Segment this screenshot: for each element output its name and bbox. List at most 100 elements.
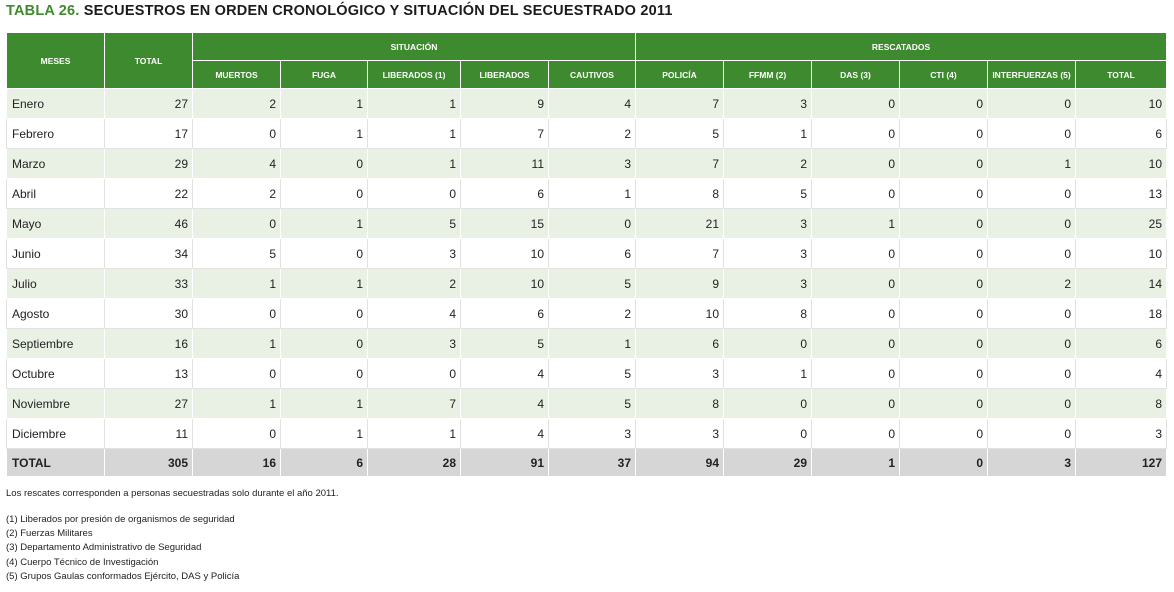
value-cell: 18 bbox=[1075, 298, 1168, 329]
value-cell: 0 bbox=[987, 118, 1077, 149]
header-fuga: FUGA bbox=[280, 60, 368, 89]
value-cell: 29 bbox=[104, 148, 193, 179]
value-cell: 6 bbox=[1075, 118, 1168, 149]
value-cell: 1 bbox=[811, 448, 901, 477]
value-cell: 1 bbox=[367, 88, 461, 119]
value-cell: 5 bbox=[635, 118, 725, 149]
value-cell: 5 bbox=[192, 238, 281, 269]
value-cell: 1 bbox=[280, 418, 368, 449]
value-cell: 0 bbox=[192, 418, 281, 449]
value-cell: 1 bbox=[367, 418, 461, 449]
value-cell: 4 bbox=[460, 358, 549, 389]
value-cell: 0 bbox=[899, 418, 989, 449]
value-cell: 16 bbox=[104, 328, 193, 359]
value-cell: 30 bbox=[104, 298, 193, 329]
value-cell: 29 bbox=[723, 448, 813, 477]
header-muertos: MUERTOS bbox=[192, 60, 281, 89]
header-ffmm: FFMM (2) bbox=[723, 60, 813, 89]
value-cell: 17 bbox=[104, 118, 193, 149]
footnote-2: (2) Fuerzas Militares bbox=[6, 528, 93, 540]
value-cell: 3 bbox=[1075, 418, 1168, 449]
value-cell: 6 bbox=[635, 328, 725, 359]
value-cell: 0 bbox=[723, 388, 813, 419]
month-cell: Marzo bbox=[6, 148, 105, 179]
header-liberados: LIBERADOS bbox=[460, 60, 549, 89]
footnote-5: (5) Grupos Gaulas conformados Ejército, … bbox=[6, 570, 240, 582]
value-cell: 0 bbox=[811, 298, 901, 329]
value-cell: 3 bbox=[547, 418, 637, 449]
value-cell: 305 bbox=[104, 448, 193, 477]
value-cell: 8 bbox=[723, 298, 813, 329]
value-cell: 0 bbox=[987, 388, 1077, 419]
value-cell: 2 bbox=[192, 178, 281, 209]
table-row: Noviembre 27 1 1 7 4 5 8 0 0 0 0 8 bbox=[6, 388, 1168, 419]
value-cell: 1 bbox=[280, 268, 368, 299]
value-cell: 6 bbox=[1075, 328, 1168, 359]
table-row: Octubre 13 0 0 0 4 5 3 1 0 0 0 4 bbox=[6, 358, 1168, 389]
value-cell: 2 bbox=[547, 298, 637, 329]
table-number: TABLA 26. bbox=[6, 3, 80, 19]
value-cell: 9 bbox=[460, 88, 549, 119]
value-cell: 0 bbox=[899, 448, 989, 477]
table-row: Julio 33 1 1 2 10 5 9 3 0 0 2 14 bbox=[6, 268, 1168, 299]
value-cell: 13 bbox=[104, 358, 193, 389]
header-cti: CTI (4) bbox=[899, 60, 989, 89]
value-cell: 0 bbox=[280, 328, 368, 359]
value-cell: 10 bbox=[460, 268, 549, 299]
month-cell: Diciembre bbox=[6, 418, 105, 449]
value-cell: 3 bbox=[723, 208, 813, 239]
table-row: Diciembre 11 0 1 1 4 3 3 0 0 0 0 3 bbox=[6, 418, 1168, 449]
value-cell: 1 bbox=[811, 208, 901, 239]
value-cell: 5 bbox=[547, 358, 637, 389]
value-cell: 10 bbox=[1075, 88, 1168, 119]
value-cell: 0 bbox=[811, 328, 901, 359]
value-cell: 0 bbox=[987, 328, 1077, 359]
value-cell: 91 bbox=[460, 448, 549, 477]
value-cell: 0 bbox=[987, 298, 1077, 329]
value-cell: 11 bbox=[104, 418, 193, 449]
value-cell: 1 bbox=[192, 268, 281, 299]
value-cell: 4 bbox=[547, 88, 637, 119]
value-cell: 1 bbox=[547, 328, 637, 359]
month-cell: Mayo bbox=[6, 208, 105, 239]
header-situacion: SITUACIÓN bbox=[191, 32, 637, 61]
header-total-rescatados: TOTAL bbox=[1075, 60, 1168, 89]
value-cell: 6 bbox=[280, 448, 368, 477]
value-cell: 0 bbox=[899, 148, 989, 179]
header-row-sub: MUERTOS FUGA LIBERADOS (1) LIBERADOS CAU… bbox=[7, 60, 1168, 89]
value-cell: 0 bbox=[811, 118, 901, 149]
value-cell: 5 bbox=[547, 388, 637, 419]
value-cell: 16 bbox=[192, 448, 281, 477]
value-cell: 28 bbox=[367, 448, 461, 477]
value-cell: 3 bbox=[635, 358, 725, 389]
value-cell: 1 bbox=[987, 148, 1077, 179]
table-row: Septiembre 16 1 0 3 5 1 6 0 0 0 0 6 bbox=[6, 328, 1168, 359]
table-row: Mayo 46 0 1 5 15 0 21 3 1 0 0 25 bbox=[6, 208, 1168, 239]
value-cell: 6 bbox=[460, 298, 549, 329]
kidnapping-table: MESES TOTAL SITUACIÓN RESCATADOS MUERTOS… bbox=[6, 32, 1168, 477]
value-cell: 4 bbox=[192, 148, 281, 179]
value-cell: 0 bbox=[192, 208, 281, 239]
value-cell: 0 bbox=[899, 208, 989, 239]
value-cell: 7 bbox=[635, 148, 725, 179]
value-cell: 6 bbox=[547, 238, 637, 269]
value-cell: 0 bbox=[192, 118, 281, 149]
value-cell: 5 bbox=[460, 328, 549, 359]
value-cell: 0 bbox=[987, 238, 1077, 269]
value-cell: 0 bbox=[192, 298, 281, 329]
value-cell: 94 bbox=[635, 448, 725, 477]
value-cell: 2 bbox=[192, 88, 281, 119]
value-cell: 34 bbox=[104, 238, 193, 269]
value-cell: 21 bbox=[635, 208, 725, 239]
value-cell: 5 bbox=[723, 178, 813, 209]
value-cell: 0 bbox=[367, 358, 461, 389]
value-cell: 127 bbox=[1075, 448, 1168, 477]
month-cell: Enero bbox=[6, 88, 105, 119]
value-cell: 3 bbox=[367, 328, 461, 359]
value-cell: 0 bbox=[280, 358, 368, 389]
value-cell: 0 bbox=[987, 178, 1077, 209]
header-policia: POLICÍA bbox=[635, 60, 725, 89]
value-cell: 7 bbox=[635, 88, 725, 119]
value-cell: 3 bbox=[987, 448, 1077, 477]
value-cell: 2 bbox=[367, 268, 461, 299]
